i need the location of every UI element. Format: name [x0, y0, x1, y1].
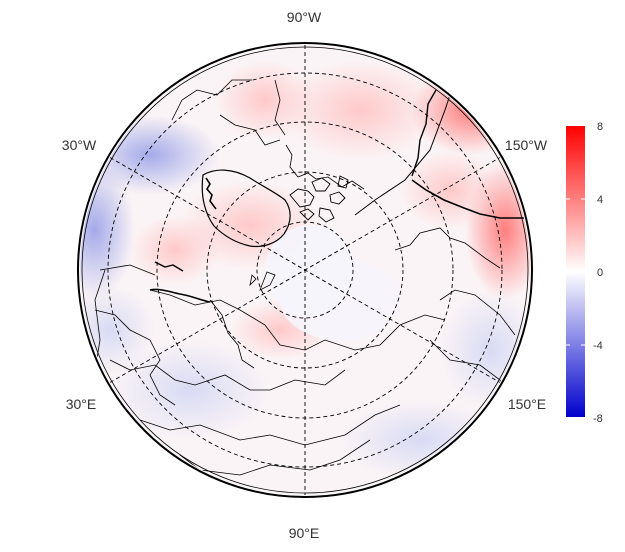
- graticule: [107, 45, 503, 495]
- colorbar-tick: 8: [597, 121, 603, 133]
- label-150e: 150°E: [508, 396, 546, 412]
- label-90w: 90°W: [287, 9, 322, 25]
- colorbar-tick: -4: [593, 340, 603, 352]
- colorbar-tick: 0: [597, 267, 603, 279]
- map-border-inner: [81, 46, 529, 494]
- colorbar-tick: -8: [593, 413, 603, 425]
- colorbar-tick: 4: [597, 194, 603, 206]
- label-150w: 150°W: [505, 137, 548, 153]
- label-30w: 30°W: [62, 137, 97, 153]
- map-border: [77, 42, 533, 498]
- anomaly-field: [80, 45, 530, 495]
- colorbar: 8 4 0 -4 -8: [566, 121, 603, 425]
- label-90e: 90°E: [289, 525, 320, 541]
- coastlines: [94, 45, 530, 476]
- label-30e: 30°E: [66, 396, 97, 412]
- colorbar-gradient: [566, 126, 585, 417]
